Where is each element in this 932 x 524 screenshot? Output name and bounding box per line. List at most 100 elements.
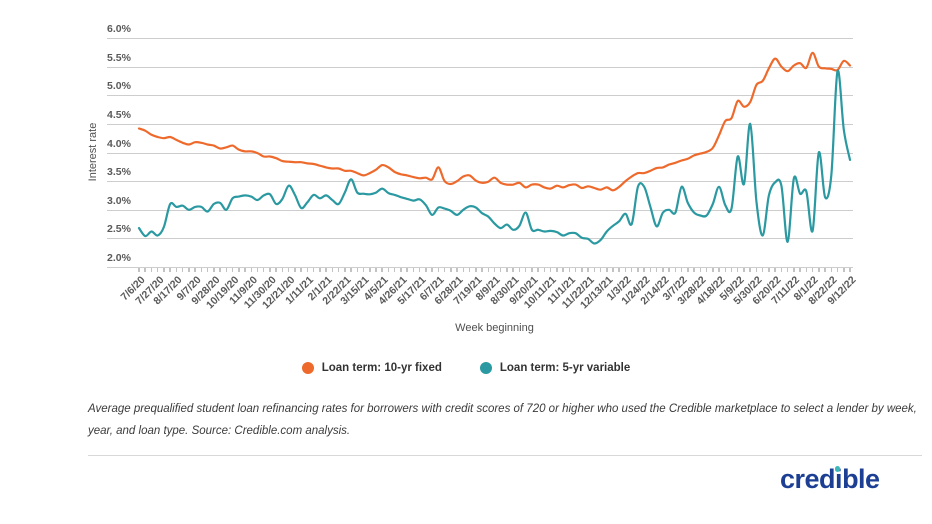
- week-tick: [668, 268, 670, 272]
- week-tick: [443, 268, 446, 272]
- week-tick: [643, 268, 645, 272]
- week-tick: [593, 268, 596, 272]
- week-tick: [312, 268, 315, 272]
- week-tick: [506, 268, 508, 272]
- week-tick: [624, 268, 627, 272]
- week-tick: [674, 268, 677, 272]
- credible-logo: credi ble: [780, 464, 880, 495]
- week-tick: [699, 268, 702, 272]
- week-tick: [630, 268, 633, 272]
- legend-label-5yr-variable: Loan term: 5-yr variable: [499, 362, 631, 374]
- y-tick-label: 4.5%: [107, 108, 131, 121]
- week-tick: [262, 268, 265, 272]
- week-tick: [718, 268, 720, 272]
- week-tick: [244, 268, 246, 272]
- week-tick: [811, 268, 814, 272]
- week-tick: [755, 268, 758, 272]
- week-tick: [169, 268, 171, 272]
- legend-swatch-10yr-fixed: [301, 362, 314, 374]
- week-tick: [824, 268, 826, 272]
- y-gridline: [107, 267, 853, 268]
- week-tick: [250, 268, 253, 272]
- week-tick: [375, 268, 377, 272]
- week-tick: [730, 268, 733, 272]
- week-tick: [761, 268, 764, 272]
- y-gridline: [107, 123, 853, 125]
- week-tick: [805, 268, 808, 272]
- week-tick: [618, 268, 620, 272]
- week-tick: [531, 268, 533, 272]
- week-tick: [231, 268, 234, 272]
- series-line-10yr-fixed: [137, 51, 852, 192]
- week-tick: [412, 268, 415, 272]
- week-tick: [606, 268, 608, 272]
- week-tick: [487, 268, 490, 272]
- week-tick: [830, 268, 833, 272]
- week-tick: [294, 268, 296, 272]
- week-tick: [138, 268, 140, 272]
- y-tick-label: 5.0%: [107, 80, 131, 93]
- y-tick-label: 5.5%: [107, 51, 131, 64]
- week-tick: [238, 268, 240, 272]
- legend-item-10yr-fixed: Loan term: 10-yr fixed: [301, 362, 442, 374]
- week-tick: [581, 268, 583, 272]
- week-tick: [462, 268, 465, 272]
- week-tick: [206, 268, 209, 272]
- week-tick: [705, 268, 708, 272]
- week-tick: [743, 268, 745, 272]
- week-tick: [849, 268, 851, 272]
- y-tick-label: 6.0%: [107, 23, 131, 35]
- week-tick: [256, 268, 259, 272]
- week-tick: [369, 268, 371, 272]
- y-gridline: [107, 66, 853, 68]
- week-tick: [381, 268, 383, 272]
- week-tick: [350, 268, 352, 272]
- week-tick: [213, 268, 215, 272]
- week-tick: [680, 268, 683, 272]
- week-tick: [637, 268, 639, 272]
- y-tick-label: 3.0%: [107, 194, 131, 207]
- week-tick: [450, 268, 452, 272]
- week-tick: [156, 268, 159, 272]
- week-tick: [793, 268, 795, 272]
- series-line-5yr-variable: [137, 69, 852, 245]
- x-axis-title: Week beginning: [455, 322, 534, 334]
- week-tick: [437, 268, 440, 272]
- week-tick: [269, 268, 271, 272]
- week-tick: [774, 268, 776, 272]
- week-tick: [499, 268, 502, 272]
- week-tick: [524, 268, 527, 272]
- footer-divider: [88, 455, 922, 456]
- week-tick: [768, 268, 770, 272]
- week-tick: [400, 268, 402, 272]
- y-gridline: [107, 95, 853, 97]
- y-gridline: [107, 238, 853, 240]
- caption: Average prequalified student loan refina…: [88, 403, 917, 438]
- week-tick: [493, 268, 496, 272]
- legend-swatch-5yr-variable: [479, 362, 492, 374]
- week-tick: [287, 268, 290, 272]
- y-tick-label: 2.5%: [107, 223, 131, 236]
- week-tick: [724, 268, 727, 272]
- y-gridline: [107, 38, 853, 39]
- week-tick: [712, 268, 714, 272]
- week-tick: [481, 268, 483, 272]
- week-tick: [319, 268, 321, 272]
- week-tick: [456, 268, 458, 272]
- legend-label-10yr-fixed: Loan term: 10-yr fixed: [321, 362, 442, 374]
- week-tick: [549, 268, 552, 272]
- week-tick: [306, 268, 309, 272]
- week-tick: [418, 268, 421, 272]
- week-tick: [687, 268, 689, 272]
- week-tick: [562, 268, 564, 272]
- y-tick-label: 3.5%: [107, 166, 131, 179]
- week-tick: [200, 268, 203, 272]
- week-tick: [537, 268, 539, 272]
- week-tick: [331, 268, 334, 272]
- week-tick: [543, 268, 546, 272]
- week-tick: [612, 268, 614, 272]
- week-tick: [574, 268, 577, 272]
- week-tick: [587, 268, 589, 272]
- week-tick: [556, 268, 558, 272]
